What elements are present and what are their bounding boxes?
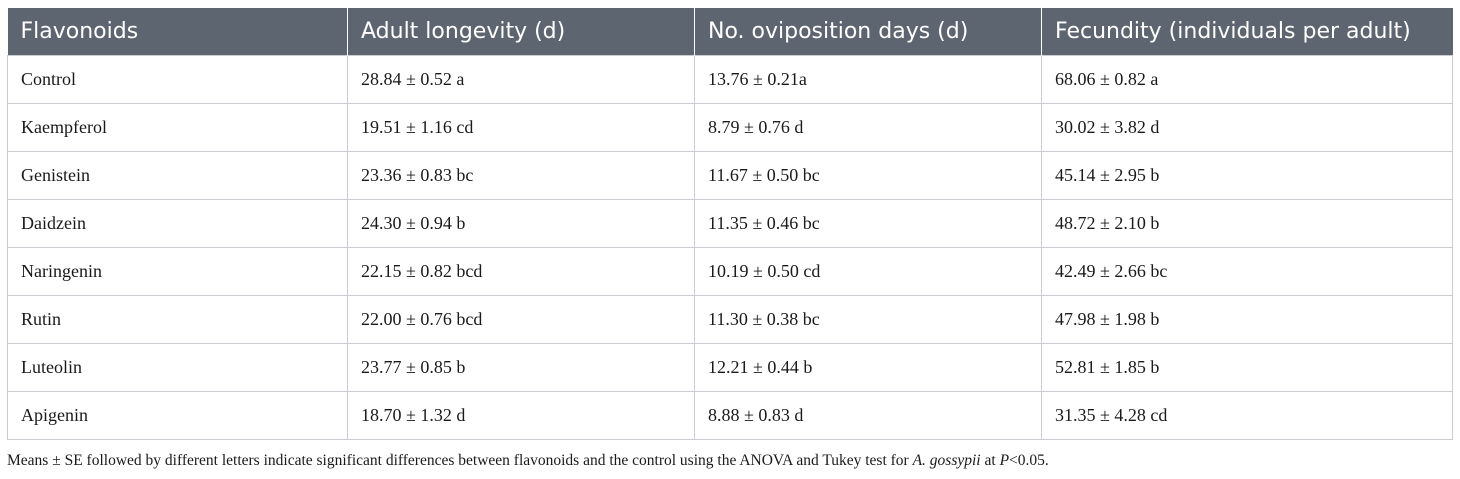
cell-flavonoid: Luteolin (7, 343, 348, 392)
cell-adult-longevity: 22.00 ± 0.76 bcd (347, 295, 695, 344)
cell-flavonoid: Naringenin (7, 247, 348, 296)
header-adult-longevity: Adult longevity (d) (347, 8, 695, 56)
footnote-species: A. gossypii (912, 452, 981, 469)
cell-adult-longevity: 19.51 ± 1.16 cd (347, 103, 695, 152)
table-row: Luteolin 23.77 ± 0.85 b 12.21 ± 0.44 b 5… (7, 343, 1453, 392)
header-fecundity: Fecundity (individuals per adult) (1041, 8, 1453, 56)
cell-fecundity: 47.98 ± 1.98 b (1041, 295, 1453, 344)
table-row: Kaempferol 19.51 ± 1.16 cd 8.79 ± 0.76 d… (7, 103, 1453, 152)
cell-flavonoid: Kaempferol (7, 103, 348, 152)
cell-fecundity: 52.81 ± 1.85 b (1041, 343, 1453, 392)
cell-fecundity: 30.02 ± 3.82 d (1041, 103, 1453, 152)
cell-fecundity: 48.72 ± 2.10 b (1041, 199, 1453, 248)
cell-adult-longevity: 28.84 ± 0.52 a (347, 55, 695, 104)
cell-oviposition-days: 11.30 ± 0.38 bc (694, 295, 1042, 344)
header-row: Flavonoids Adult longevity (d) No. ovipo… (7, 8, 1453, 56)
cell-fecundity: 45.14 ± 2.95 b (1041, 151, 1453, 200)
cell-oviposition-days: 11.67 ± 0.50 bc (694, 151, 1042, 200)
footnote-text-mid: at (980, 452, 1000, 469)
cell-fecundity: 68.06 ± 0.82 a (1041, 55, 1453, 104)
cell-flavonoid: Control (7, 55, 348, 104)
flavonoid-table: Flavonoids Adult longevity (d) No. ovipo… (7, 8, 1453, 440)
cell-fecundity: 31.35 ± 4.28 cd (1041, 391, 1453, 440)
header-flavonoids: Flavonoids (7, 8, 348, 56)
data-table-container: Flavonoids Adult longevity (d) No. ovipo… (7, 8, 1453, 440)
cell-adult-longevity: 22.15 ± 0.82 bcd (347, 247, 695, 296)
table-row: Naringenin 22.15 ± 0.82 bcd 10.19 ± 0.50… (7, 247, 1453, 296)
cell-adult-longevity: 23.36 ± 0.83 bc (347, 151, 695, 200)
cell-adult-longevity: 18.70 ± 1.32 d (347, 391, 695, 440)
table-row: Genistein 23.36 ± 0.83 bc 11.67 ± 0.50 b… (7, 151, 1453, 200)
footnote-text-after: <0.05. (1009, 452, 1049, 469)
cell-flavonoid: Genistein (7, 151, 348, 200)
cell-oviposition-days: 12.21 ± 0.44 b (694, 343, 1042, 392)
cell-oviposition-days: 11.35 ± 0.46 bc (694, 199, 1042, 248)
cell-flavonoid: Daidzein (7, 199, 348, 248)
header-oviposition-days: No. oviposition days (d) (694, 8, 1042, 56)
cell-flavonoid: Rutin (7, 295, 348, 344)
table-row: Daidzein 24.30 ± 0.94 b 11.35 ± 0.46 bc … (7, 199, 1453, 248)
table-row: Apigenin 18.70 ± 1.32 d 8.88 ± 0.83 d 31… (7, 391, 1453, 440)
table-row: Rutin 22.00 ± 0.76 bcd 11.30 ± 0.38 bc 4… (7, 295, 1453, 344)
table-body: Control 28.84 ± 0.52 a 13.76 ± 0.21a 68.… (7, 55, 1453, 440)
table-row: Control 28.84 ± 0.52 a 13.76 ± 0.21a 68.… (7, 55, 1453, 104)
cell-fecundity: 42.49 ± 2.66 bc (1041, 247, 1453, 296)
cell-adult-longevity: 23.77 ± 0.85 b (347, 343, 695, 392)
table-footnote: Means ± SE followed by different letters… (7, 452, 1049, 470)
cell-flavonoid: Apigenin (7, 391, 348, 440)
footnote-p-symbol: P (999, 452, 1010, 469)
cell-oviposition-days: 8.88 ± 0.83 d (694, 391, 1042, 440)
cell-adult-longevity: 24.30 ± 0.94 b (347, 199, 695, 248)
cell-oviposition-days: 10.19 ± 0.50 cd (694, 247, 1042, 296)
cell-oviposition-days: 8.79 ± 0.76 d (694, 103, 1042, 152)
table-header: Flavonoids Adult longevity (d) No. ovipo… (7, 8, 1453, 56)
cell-oviposition-days: 13.76 ± 0.21a (694, 55, 1042, 104)
footnote-text-before: Means ± SE followed by different letters… (7, 452, 913, 469)
